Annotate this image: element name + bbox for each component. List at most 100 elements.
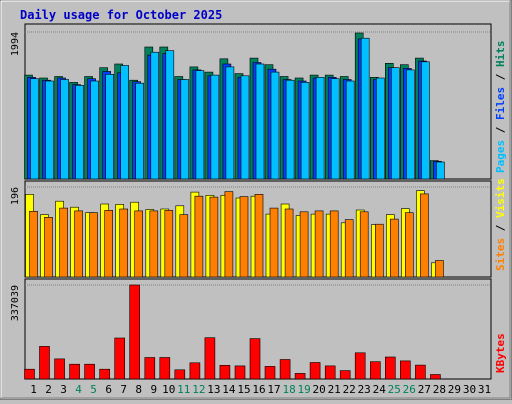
day-label-5: 5 [90,383,97,396]
bar-kbytes-day-15 [234,365,246,380]
day-label-4: 4 [75,383,82,396]
bar-kbytes-day-17 [264,366,276,380]
bar-kbytes-day-16 [249,338,261,380]
day-label-29: 29 [448,383,461,396]
day-label-11: 11 [177,383,190,396]
bar-sites-day-6 [104,210,113,278]
bar-sites-day-27 [420,193,429,278]
y-max-label: 1994 [10,32,21,56]
bar-pages-day-5 [90,80,99,180]
bar-pages-day-1 [30,78,39,180]
legend-visits: Visits [494,178,507,218]
bar-pages-day-26 [405,69,415,180]
bar-pages-day-12 [195,70,205,180]
bar-sites-day-26 [404,212,414,278]
day-label-24: 24 [373,383,387,396]
series-legend: Sites / Visits [494,178,507,271]
bar-pages-day-2 [45,80,54,180]
day-label-9: 9 [150,383,157,396]
legend-pages: Pages [494,140,507,173]
bar-sites-day-4 [74,210,83,278]
bar-kbytes-day-8 [129,284,140,380]
bar-sites-day-13 [209,196,219,278]
bar-sites-day-24 [374,223,384,278]
bar-pages-day-20 [315,77,325,180]
bar-kbytes-day-22 [339,370,351,380]
day-label-21: 21 [328,383,341,396]
bar-kbytes-day-6 [99,368,110,380]
bar-sites-day-12 [194,195,204,278]
bar-kbytes-day-23 [354,352,366,380]
bar-sites-day-19 [299,211,309,278]
bar-sites-day-16 [254,194,264,278]
bar-sites-day-15 [239,196,249,278]
bar-kbytes-day-18 [279,359,291,380]
day-label-3: 3 [60,383,67,396]
bar-pages-day-8 [135,82,144,180]
bar-sites-day-1 [29,211,38,278]
bar-sites-day-7 [119,208,128,278]
bar-kbytes-day-27 [415,364,426,380]
bar-pages-day-23 [360,37,370,180]
y-max-label: 337039 [10,285,21,321]
legend-separator: / [494,120,507,140]
day-label-14: 14 [222,383,236,396]
bar-pages-day-3 [60,79,69,180]
bar-kbytes-day-19 [294,373,306,380]
day-label-20: 20 [312,383,325,396]
bar-pages-day-17 [270,71,280,180]
day-label-26: 26 [403,383,416,396]
day-label-6: 6 [105,383,112,396]
bar-kbytes-day-14 [219,364,231,380]
bar-sites-day-22 [344,219,354,278]
bar-kbytes-day-26 [399,360,411,380]
day-label-15: 15 [237,383,250,396]
bar-sites-day-14 [224,191,234,278]
day-label-22: 22 [343,383,356,396]
bar-kbytes-day-1 [24,368,35,380]
y-max-label: 196 [10,187,21,205]
day-label-16: 16 [252,383,265,396]
bar-kbytes-day-11 [174,369,186,380]
bar-sites-day-3 [59,207,68,278]
bar-kbytes-day-2 [39,346,50,380]
bar-kbytes-day-20 [309,362,321,380]
chart-panels: 1994 Pages / Files / Hits 196 Sites / Visit… [10,23,507,380]
bar-pages-day-25 [390,67,400,180]
bar-sites-day-10 [164,210,174,278]
day-label-7: 7 [120,383,127,396]
day-label-8: 8 [135,383,142,396]
bar-pages-day-22 [345,80,355,180]
bar-pages-day-21 [330,78,340,180]
bar-pages-day-14 [225,66,235,180]
day-label-2: 2 [45,383,52,396]
day-label-31: 31 [478,383,491,396]
bar-sites-day-28 [435,260,444,278]
series-legend: Pages / Files / Hits [494,41,507,174]
bar-kbytes-day-12 [189,362,201,380]
day-label-18: 18 [282,383,295,396]
legend-files: Files [494,87,507,120]
bar-pages-day-15 [240,75,250,180]
day-label-25: 25 [388,383,401,396]
bar-pages-day-7 [120,65,129,180]
bar-pages-day-18 [285,79,295,180]
bar-sites-day-21 [329,210,339,278]
bar-kbytes-day-4 [69,363,80,380]
bar-kbytes-day-24 [369,361,381,380]
legend-sites: Sites [494,238,507,271]
bar-kbytes-day-3 [54,358,65,380]
panel-visits-sites: 196 Sites / Visits [10,178,507,278]
panel-hits-files-pages: 1994 Pages / Files / Hits [10,23,507,180]
day-label-28: 28 [433,383,446,396]
day-label-12: 12 [192,383,205,396]
bar-sites-day-2 [44,217,53,278]
bar-pages-day-24 [375,77,385,180]
day-label-10: 10 [162,383,175,396]
bar-pages-day-27 [421,61,430,180]
bar-pages-day-19 [300,82,310,180]
legend-separator: / [494,67,507,87]
bar-pages-day-10 [165,50,175,180]
day-label-13: 13 [207,383,220,396]
